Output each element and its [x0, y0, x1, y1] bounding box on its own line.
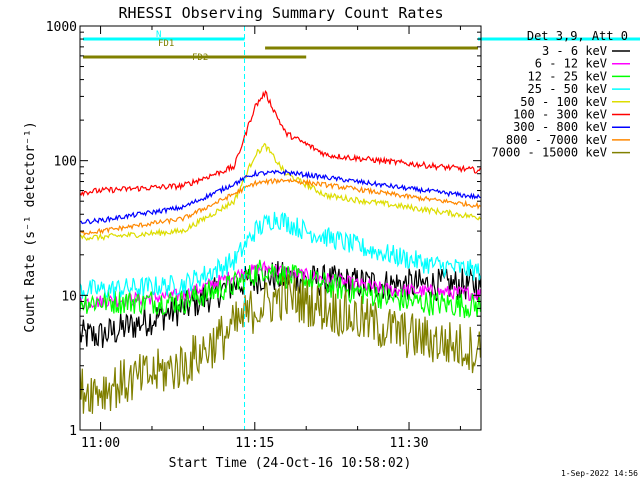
series-line-3 — [80, 259, 481, 319]
legend-label-8: 800 - 7000 keV — [506, 133, 607, 147]
series-group — [80, 90, 481, 414]
x-tick-label: 11:00 — [81, 436, 120, 451]
plot-frame — [79, 25, 482, 431]
series-line-6 — [80, 90, 481, 197]
series-line-9 — [80, 273, 481, 414]
x-tick-label: 11:15 — [235, 436, 274, 451]
series-line-7 — [80, 168, 481, 225]
y-tick-label: 100 — [54, 155, 77, 170]
legend-header: Det 3,9, Att 0 — [527, 29, 628, 43]
x-tick-label: 11:30 — [389, 436, 428, 451]
timestamp: 1-Sep-2022 14:56 — [561, 469, 638, 478]
legend-label-9: 7000 - 15000 keV — [491, 146, 607, 160]
legend-label-3: 12 - 25 keV — [528, 69, 607, 83]
y-tick-label: 10 — [61, 289, 77, 304]
series-line-1 — [80, 261, 481, 348]
legend-label-1: 3 - 6 keV — [542, 44, 607, 58]
series-line-8 — [80, 177, 481, 236]
legend-label-5: 50 - 100 keV — [520, 95, 607, 109]
flag-label-n: N — [156, 30, 161, 40]
y-tick-label: 1 — [69, 424, 77, 439]
x-axis-label: Start Time (24-Oct-16 10:58:02) — [169, 456, 412, 471]
legend-label-7: 300 - 800 keV — [513, 120, 607, 134]
chart-title: RHESSI Observing Summary Count Rates — [118, 4, 443, 22]
series-line-4 — [80, 211, 481, 299]
y-tick-label: 1000 — [46, 20, 77, 35]
legend-label-6: 100 - 300 keV — [513, 108, 607, 122]
series-line-2 — [80, 260, 481, 310]
legend-label-2: 6 - 12 keV — [535, 57, 607, 71]
flag-label-fd2: FD2 — [192, 53, 208, 63]
y-axis-label: Count Rate (s⁻¹ detector⁻¹) — [23, 121, 38, 332]
series-line-5 — [80, 142, 481, 242]
flag-label-fd1: FD1 — [158, 39, 174, 49]
legend-label-4: 25 - 50 keV — [528, 82, 607, 96]
